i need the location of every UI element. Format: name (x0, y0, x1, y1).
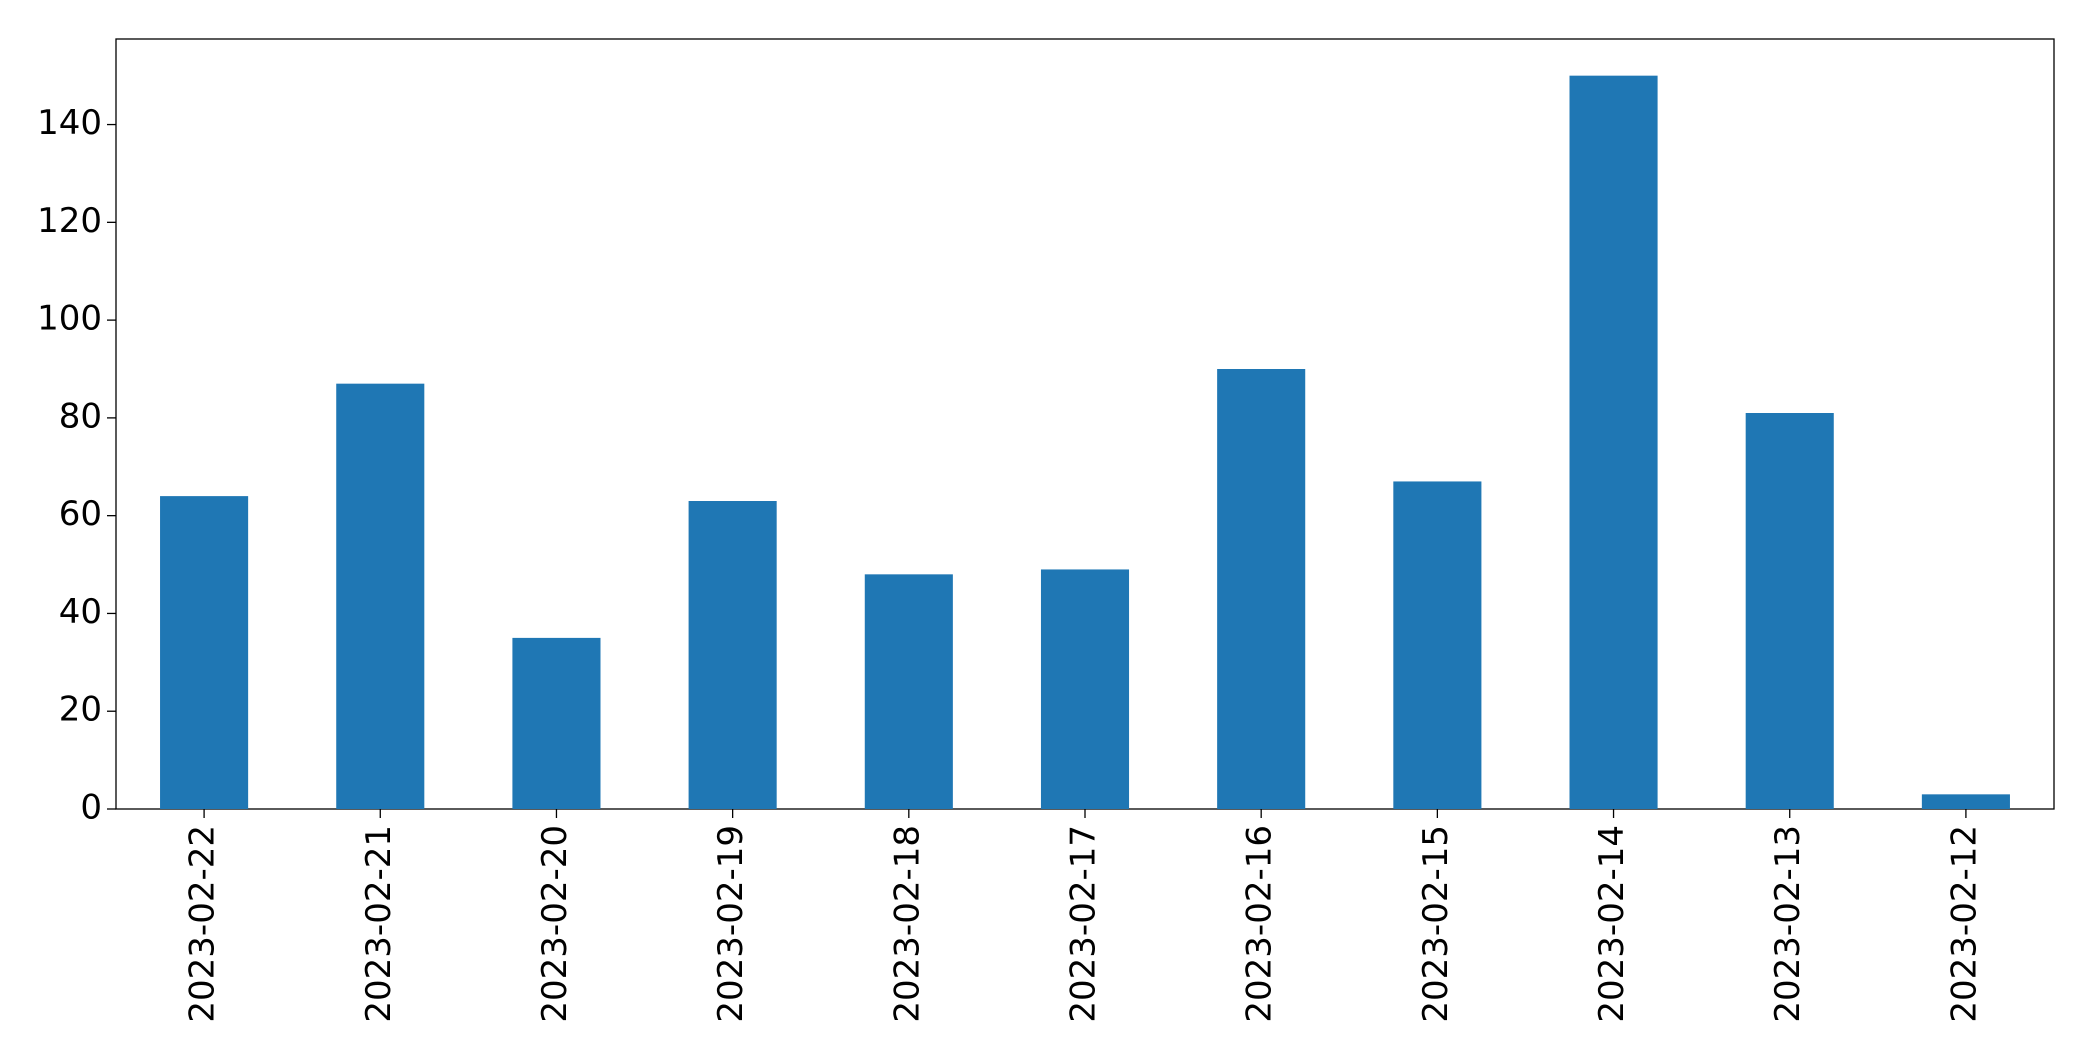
x-tick-label: 2023-02-14 (1592, 825, 1632, 1023)
x-tick-label: 2023-02-16 (1240, 825, 1280, 1023)
y-tick-label: 0 (80, 788, 102, 828)
x-tick-label: 2023-02-12 (1944, 825, 1984, 1023)
y-tick-label: 60 (59, 494, 102, 534)
x-tick-label: 2023-02-13 (1768, 825, 1808, 1023)
bar (1040, 569, 1130, 809)
bar (1745, 413, 1834, 809)
x-tick-label: 2023-02-20 (535, 825, 575, 1023)
y-tick-label: 20 (59, 690, 102, 730)
y-tick-label: 40 (59, 592, 102, 632)
x-tick-label: 2023-02-22 (183, 825, 223, 1023)
x-tick-label: 2023-02-19 (711, 825, 751, 1023)
bar (160, 496, 249, 809)
bar (1217, 369, 1306, 809)
x-tick-label: 2023-02-15 (1416, 825, 1456, 1023)
bar (864, 574, 953, 809)
x-tick-label: 2023-02-18 (887, 825, 927, 1023)
bar (336, 383, 425, 809)
y-tick-label: 100 (37, 299, 102, 339)
bar (1393, 481, 1482, 809)
bar (512, 637, 601, 809)
y-tick-label: 140 (37, 103, 102, 143)
bar (1569, 75, 1658, 809)
bar (1921, 794, 2010, 809)
bar (688, 501, 777, 809)
x-tick-label: 2023-02-17 (1064, 825, 1104, 1023)
y-tick-label: 80 (59, 396, 102, 436)
x-tick-label: 2023-02-21 (359, 825, 399, 1023)
y-tick-label: 120 (37, 201, 102, 241)
